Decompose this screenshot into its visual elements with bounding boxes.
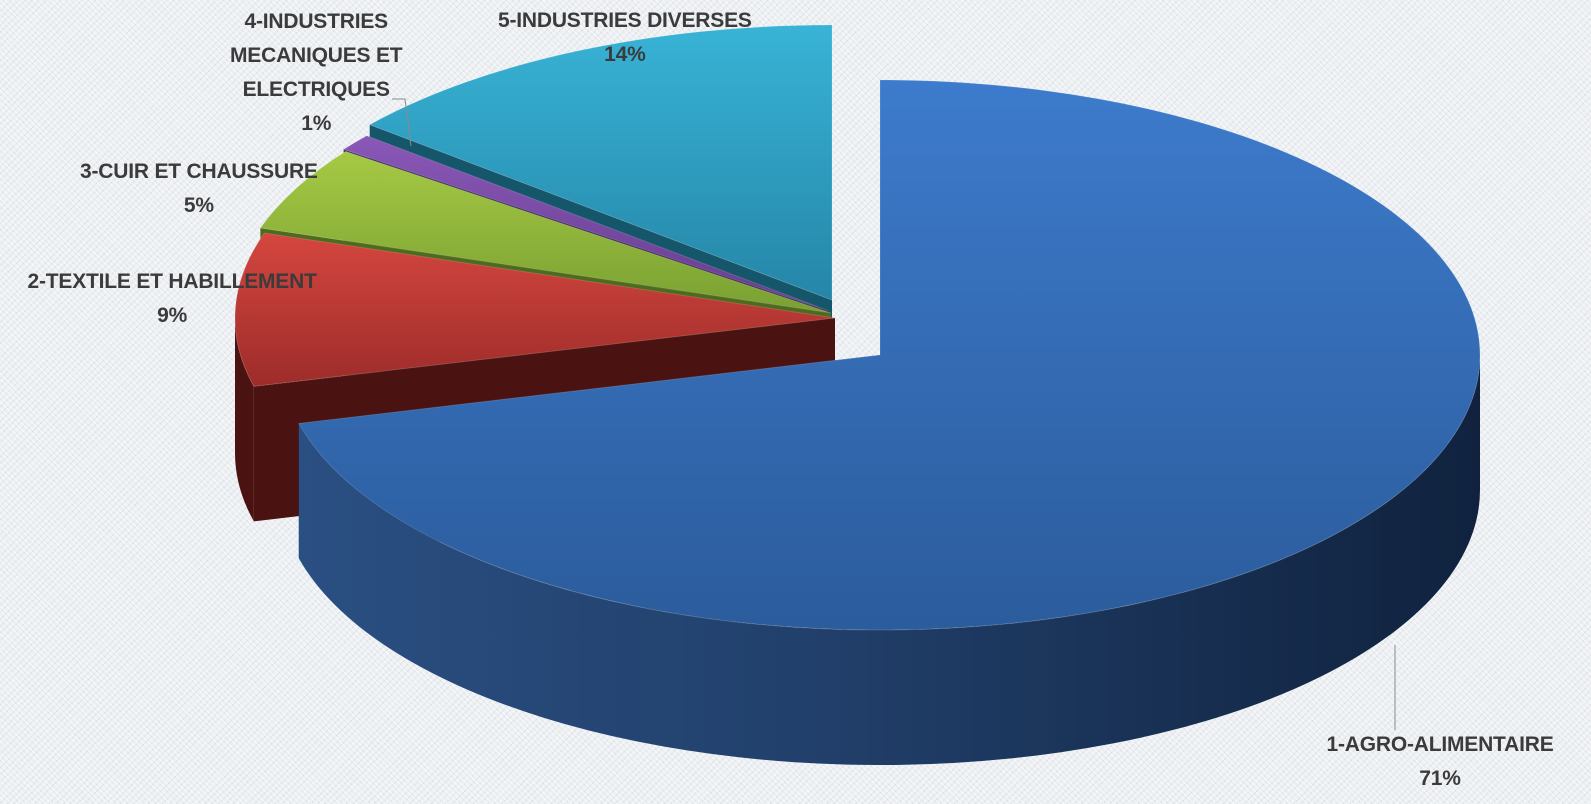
slice-top xyxy=(368,24,833,301)
data-label-category: 1-AGRO-ALIMENTAIRE xyxy=(1327,728,1554,762)
data-label-category: 2-TEXTILE ET HABILLEMENT xyxy=(28,265,317,299)
data-label-line: 2-TEXTILE ET HABILLEMENT xyxy=(27,270,317,293)
slice-top xyxy=(342,135,830,312)
data-label-line: 3-CUIR ET CHAUSSURE xyxy=(80,160,318,183)
data-label-category: 5-INDUSTRIES DIVERSES xyxy=(498,4,752,38)
pie-slices xyxy=(234,24,1481,766)
slice-outer-wall xyxy=(235,318,254,522)
data-label-3: 3-CUIR ET CHAUSSURE 5% xyxy=(80,155,318,223)
leader-line-4 xyxy=(392,98,412,147)
data-label-percent: 1% xyxy=(301,112,332,135)
slice-top xyxy=(234,232,836,387)
data-label-line: 1-AGRO-ALIMENTAIRE xyxy=(1326,733,1554,756)
data-label-percent: 9% xyxy=(157,304,188,327)
slice-outer-wall xyxy=(298,355,1481,766)
data-label-line: 5-INDUSTRIES DIVERSES xyxy=(498,9,752,32)
data-label-percent: 71% xyxy=(1419,767,1461,790)
data-label-line: ELECTRIQUES xyxy=(242,78,390,101)
leader-lines xyxy=(392,98,1396,730)
data-label-4: 4-INDUSTRIES MECANIQUES ET ELECTRIQUES 1% xyxy=(230,5,403,141)
data-label-line: MECANIQUES ET xyxy=(230,44,403,67)
data-label-percent: 5% xyxy=(183,194,214,217)
data-label-5: 5-INDUSTRIES DIVERSES 14% xyxy=(498,4,752,72)
data-label-percent: 14% xyxy=(604,43,646,66)
data-label-category: 4-INDUSTRIES MECANIQUES ET ELECTRIQUES xyxy=(230,5,403,107)
data-label-category: 3-CUIR ET CHAUSSURE xyxy=(80,155,318,189)
data-label-line: 4-INDUSTRIES xyxy=(244,10,388,33)
data-label-2: 2-TEXTILE ET HABILLEMENT 9% xyxy=(28,265,317,333)
pie-slice-1 xyxy=(298,79,1481,766)
data-label-1: 1-AGRO-ALIMENTAIRE 71% xyxy=(1327,728,1554,796)
slice-top xyxy=(298,79,1481,631)
slice-top xyxy=(259,150,832,314)
